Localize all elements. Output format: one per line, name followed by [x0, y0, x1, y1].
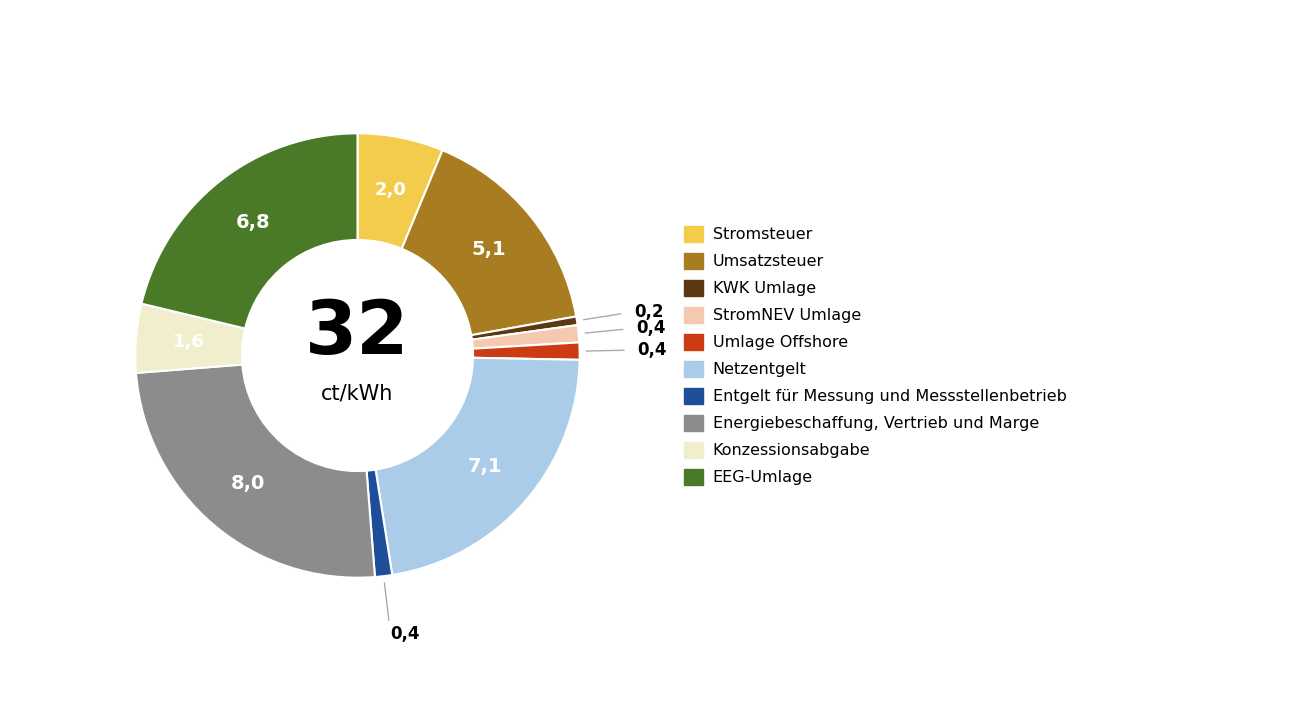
Text: 0,4: 0,4: [637, 341, 667, 359]
Text: 32: 32: [306, 296, 410, 370]
Wedge shape: [472, 325, 580, 348]
Text: 6,8: 6,8: [235, 213, 270, 232]
Text: 1,6: 1,6: [173, 333, 205, 351]
Wedge shape: [473, 343, 580, 360]
Wedge shape: [142, 134, 358, 328]
Circle shape: [242, 240, 473, 471]
Text: 5,1: 5,1: [472, 240, 507, 260]
Wedge shape: [402, 150, 576, 335]
Text: 7,1: 7,1: [468, 457, 502, 476]
Text: 2,0: 2,0: [374, 181, 407, 199]
Wedge shape: [135, 304, 246, 373]
Wedge shape: [376, 358, 580, 575]
Wedge shape: [136, 365, 374, 577]
Text: 8,0: 8,0: [230, 474, 265, 493]
Text: 0,4: 0,4: [390, 624, 420, 643]
Wedge shape: [367, 469, 393, 577]
Wedge shape: [358, 134, 442, 249]
Wedge shape: [471, 316, 577, 340]
Text: 0,2: 0,2: [634, 303, 663, 321]
Text: ct/kWh: ct/kWh: [321, 383, 394, 403]
Legend: Stromsteuer, Umsatzsteuer, KWK Umlage, StromNEV Umlage, Umlage Offshore, Netzent: Stromsteuer, Umsatzsteuer, KWK Umlage, S…: [684, 226, 1066, 485]
Text: 0,4: 0,4: [636, 319, 666, 337]
